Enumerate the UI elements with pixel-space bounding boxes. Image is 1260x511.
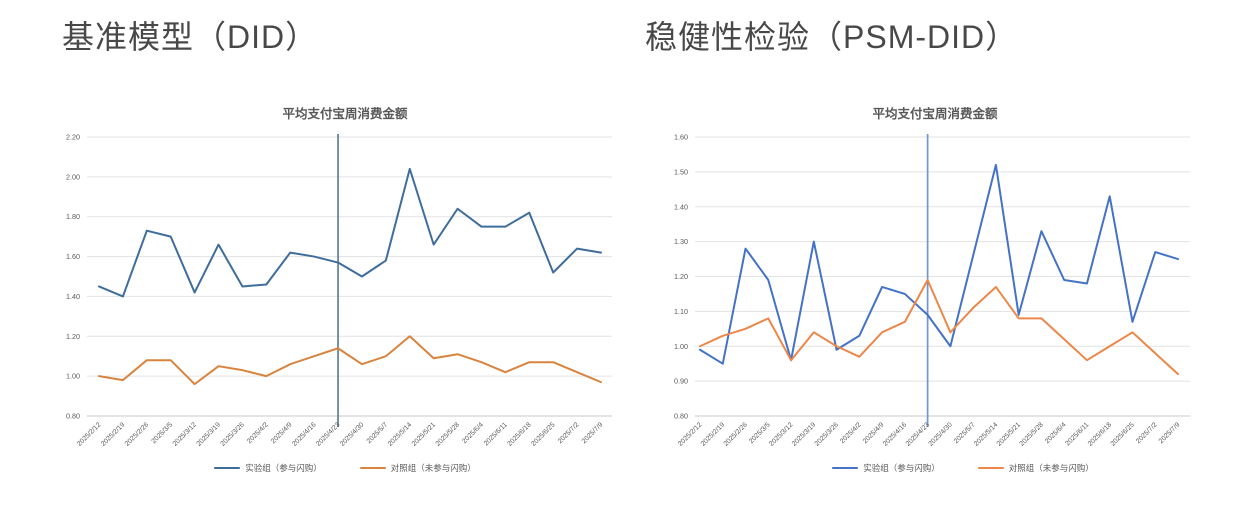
svg-text:1.30: 1.30 xyxy=(674,237,688,246)
svg-text:2025/7/9: 2025/7/9 xyxy=(581,421,605,445)
svg-text:2025/7/9: 2025/7/9 xyxy=(1158,421,1182,445)
svg-text:2025/6/11: 2025/6/11 xyxy=(483,421,509,447)
control-series-label: 对照组（未参与闪购） xyxy=(390,463,476,473)
control-series-label: 对照组（未参与闪购） xyxy=(1008,463,1094,473)
svg-text:2025/4/30: 2025/4/30 xyxy=(927,421,953,447)
svg-text:2025/2/19: 2025/2/19 xyxy=(100,421,126,447)
control-series-swatch xyxy=(977,466,1004,470)
svg-text:1.50: 1.50 xyxy=(674,167,688,176)
svg-text:2025/2/26: 2025/2/26 xyxy=(124,421,150,447)
svg-text:2025/4/23: 2025/4/23 xyxy=(315,421,341,447)
psm-did-chart-title: 平均支付宝周消费金额 xyxy=(872,107,998,121)
svg-text:1.00: 1.00 xyxy=(674,342,688,351)
svg-text:2025/6/4: 2025/6/4 xyxy=(461,421,485,445)
svg-text:2025/4/9: 2025/4/9 xyxy=(270,421,294,445)
did-chart-plot: 0.80 1.00 1.20 1.40 1.60 1.80 2.00 2.20 2025/2/1… xyxy=(66,133,612,448)
svg-text:2025/4/30: 2025/4/30 xyxy=(339,421,365,447)
svg-text:1.60: 1.60 xyxy=(66,252,80,261)
svg-text:1.20: 1.20 xyxy=(674,272,688,281)
panel-heading-did: 基准模型（DID） xyxy=(62,19,319,55)
svg-text:2025/3/19: 2025/3/19 xyxy=(196,421,222,447)
svg-text:1.20: 1.20 xyxy=(66,332,80,341)
svg-text:2025/3/26: 2025/3/26 xyxy=(220,421,246,447)
svg-text:2025/6/25: 2025/6/25 xyxy=(530,421,556,447)
svg-text:2025/6/18: 2025/6/18 xyxy=(506,421,532,447)
svg-text:2.20: 2.20 xyxy=(66,133,80,142)
svg-text:2025/4/2: 2025/4/2 xyxy=(839,421,863,445)
svg-text:1.40: 1.40 xyxy=(66,292,80,301)
svg-text:2025/3/26: 2025/3/26 xyxy=(814,421,840,447)
did-chart-legend: 实验组（参与闪购） 对照组（未参与闪购） xyxy=(55,462,635,474)
treatment-series-label: 实验组（参与闪购） xyxy=(863,463,940,473)
treatment-series-swatch xyxy=(832,466,859,470)
svg-text:1.00: 1.00 xyxy=(66,372,80,381)
svg-text:2025/5/7: 2025/5/7 xyxy=(366,421,390,445)
panel-heading-psm-did: 稳健性检验（PSM-DID） xyxy=(645,19,1019,55)
svg-text:2025/7/2: 2025/7/2 xyxy=(1135,421,1159,445)
control-series-swatch xyxy=(359,466,386,470)
svg-text:1.60: 1.60 xyxy=(674,133,688,142)
svg-text:2025/4/2: 2025/4/2 xyxy=(246,421,270,445)
treatment-series-swatch xyxy=(214,466,241,470)
psm-did-chart-plot: 0.80 0.90 1.00 1.10 1.20 1.30 1.40 1.50 1.60 2025… xyxy=(674,133,1190,448)
svg-text:1.10: 1.10 xyxy=(674,307,688,316)
svg-text:1.40: 1.40 xyxy=(674,202,688,211)
svg-text:2025/5/28: 2025/5/28 xyxy=(435,421,461,447)
did-chart-title: 平均支付宝周消费金额 xyxy=(282,107,408,121)
svg-text:0.80: 0.80 xyxy=(66,412,80,421)
svg-text:0.80: 0.80 xyxy=(674,412,688,421)
svg-text:2.00: 2.00 xyxy=(66,172,80,181)
svg-text:1.80: 1.80 xyxy=(66,212,80,221)
did-chart: 平均支付宝周消费金额 0.80 1.00 1.20 1.40 1.60 1.80 2.00 2… xyxy=(55,90,635,500)
legend-item-treatment-group: 实验组（参与闪购） xyxy=(214,462,322,474)
svg-text:2025/7/2: 2025/7/2 xyxy=(557,421,581,445)
svg-text:2025/5/28: 2025/5/28 xyxy=(1019,421,1045,447)
svg-text:2025/2/12: 2025/2/12 xyxy=(76,421,102,447)
svg-text:2025/4/16: 2025/4/16 xyxy=(291,421,317,447)
svg-text:2025/5/14: 2025/5/14 xyxy=(387,421,413,447)
legend-item-control-group: 对照组（未参与闪购） xyxy=(977,462,1094,474)
svg-text:2025/3/12: 2025/3/12 xyxy=(172,421,198,447)
legend-item-control-group: 对照组（未参与闪购） xyxy=(359,462,476,474)
psm-did-chart: 平均支付宝周消费金额 0.80 0.90 1.00 1.10 1.20 1.30 1.40 1… xyxy=(645,90,1225,500)
svg-text:2025/2/26: 2025/2/26 xyxy=(723,421,749,447)
svg-text:2025/6/25: 2025/6/25 xyxy=(1110,421,1136,447)
treatment-series-label: 实验组（参与闪购） xyxy=(245,463,322,473)
legend-item-treatment-group: 实验组（参与闪购） xyxy=(832,462,940,474)
svg-text:2025/3/5: 2025/3/5 xyxy=(150,421,174,445)
svg-text:0.90: 0.90 xyxy=(674,377,688,386)
psm-did-chart-legend: 实验组（参与闪购） 对照组（未参与闪购） xyxy=(673,462,1253,474)
svg-text:2025/5/21: 2025/5/21 xyxy=(411,421,437,447)
